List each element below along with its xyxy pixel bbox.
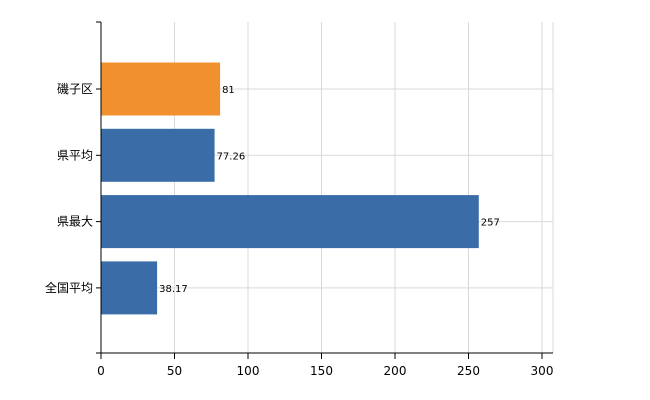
bar-1 — [101, 128, 215, 182]
x-tick-label-6: 300 — [531, 364, 554, 378]
data-label-2: 257 — [481, 218, 500, 229]
data-label-1: 77.26 — [217, 151, 246, 162]
category-label-0: 磯子区 — [57, 82, 93, 96]
x-tick-label-4: 200 — [384, 364, 407, 378]
x-tick-label-5: 250 — [457, 364, 480, 378]
data-label-3: 38.17 — [159, 284, 188, 295]
axes — [96, 21, 553, 359]
x-tick-label-2: 100 — [237, 364, 260, 378]
bars — [101, 62, 479, 315]
bar-0 — [101, 62, 221, 116]
category-label-1: 県平均 — [57, 148, 93, 162]
category-label-2: 県最大 — [57, 215, 93, 229]
category-label-3: 全国平均 — [45, 280, 93, 295]
x-tick-label-1: 50 — [167, 364, 182, 378]
bar-3 — [101, 261, 158, 315]
data-label-0: 81 — [222, 85, 235, 96]
x-tick-label-3: 150 — [310, 364, 333, 378]
x-tick-label-0: 0 — [97, 364, 105, 378]
bar-2 — [101, 195, 479, 249]
